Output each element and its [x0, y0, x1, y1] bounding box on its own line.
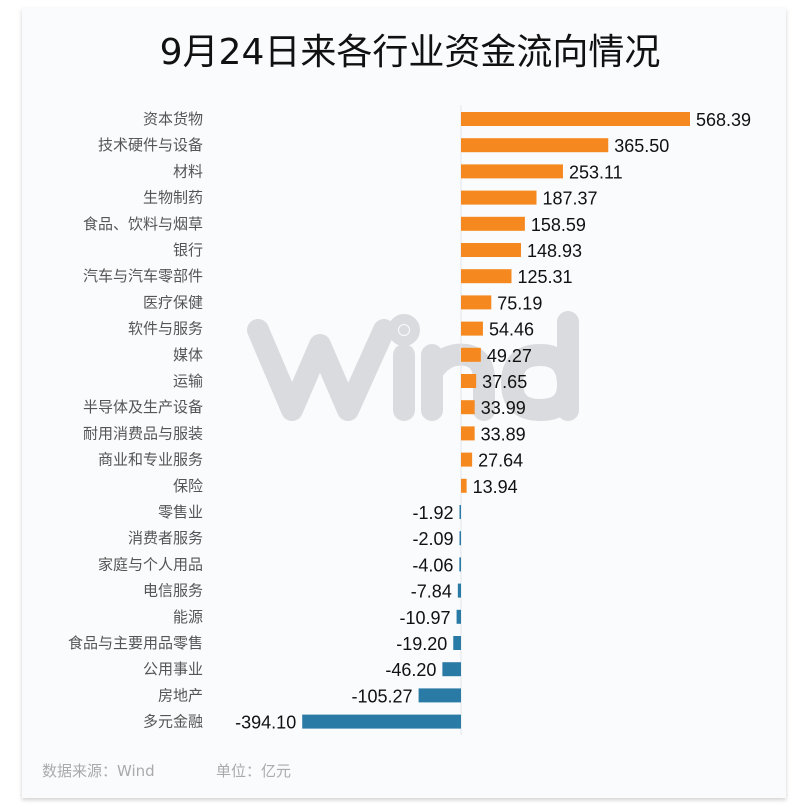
category-label: 食品与主要用品零售	[68, 634, 203, 652]
category-label: 媒体	[173, 346, 203, 364]
data-label: -4.06	[412, 555, 453, 575]
bar	[453, 636, 461, 650]
category-label: 耐用消费品与服装	[83, 424, 203, 442]
data-label: -19.20	[396, 634, 447, 654]
bar	[461, 164, 563, 179]
data-label: -46.20	[385, 660, 436, 680]
data-label: 568.39	[696, 110, 751, 130]
bar	[418, 688, 461, 703]
bar	[461, 400, 475, 415]
data-label: 148.93	[527, 241, 582, 261]
footer-source: 数据来源：Wind	[42, 762, 155, 780]
bar	[459, 531, 461, 546]
category-label: 保险	[173, 477, 203, 495]
data-label: 33.89	[481, 424, 526, 444]
category-label: 材料	[173, 162, 203, 180]
category-label: 公用事业	[143, 660, 203, 678]
bar	[461, 138, 609, 153]
bar	[461, 426, 475, 441]
data-label: -394.10	[235, 713, 296, 733]
category-label: 运输	[173, 372, 203, 390]
bar	[459, 557, 461, 572]
category-label: 软件与服务	[128, 320, 203, 338]
data-label: 27.64	[478, 451, 523, 471]
category-label: 零售业	[158, 503, 203, 521]
category-label: 技术硬件与设备	[98, 136, 203, 154]
data-label: 75.19	[497, 293, 542, 313]
bar	[461, 190, 537, 205]
bar	[461, 243, 522, 257]
data-label: -105.27	[352, 686, 413, 706]
data-label: 187.37	[542, 189, 597, 209]
bar	[459, 505, 461, 519]
bar	[461, 295, 492, 310]
category-label: 资本货物	[143, 110, 203, 128]
data-label: -10.97	[400, 608, 451, 628]
data-label: 365.50	[614, 136, 669, 156]
category-label: 生物制药	[143, 189, 203, 207]
bar	[302, 714, 461, 729]
data-label: 253.11	[569, 162, 623, 182]
watermark-logo	[247, 311, 579, 421]
footer-unit: 单位：亿元	[216, 762, 291, 780]
data-label: -7.84	[411, 582, 452, 602]
category-label: 食品、饮料与烟草	[83, 215, 203, 233]
bar	[461, 216, 525, 231]
category-label: 银行	[173, 241, 203, 259]
bar	[461, 347, 481, 362]
category-label: 多元金融	[143, 713, 203, 731]
bar	[461, 374, 477, 388]
data-label: -2.09	[412, 529, 453, 549]
chart-title: 9月24日来各行业资金流向情况	[160, 32, 661, 73]
category-label: 房地产	[158, 686, 203, 704]
category-label: 家庭与个人用品	[98, 555, 203, 573]
data-label: -1.92	[412, 503, 453, 523]
data-label: 125.31	[517, 267, 572, 287]
category-label: 半导体及生产设备	[83, 398, 203, 416]
bar	[461, 478, 467, 493]
bar	[456, 609, 461, 624]
category-label: 消费者服务	[128, 529, 203, 547]
category-label: 商业和专业服务	[98, 451, 203, 469]
category-label: 医疗保健	[143, 293, 203, 311]
bar	[461, 452, 473, 467]
data-label: 158.59	[531, 215, 586, 235]
bar	[461, 112, 690, 126]
data-label: 37.65	[482, 372, 527, 392]
bar	[461, 321, 483, 336]
bar	[461, 269, 512, 284]
category-label: 能源	[173, 608, 203, 626]
data-label: 54.46	[489, 320, 534, 340]
data-label: 13.94	[473, 477, 518, 497]
category-label: 电信服务	[143, 582, 203, 600]
bar	[442, 662, 461, 677]
bar	[457, 583, 461, 598]
data-label: 33.99	[481, 398, 526, 418]
data-label: 49.27	[487, 346, 532, 366]
category-label: 汽车与汽车零部件	[83, 267, 203, 285]
